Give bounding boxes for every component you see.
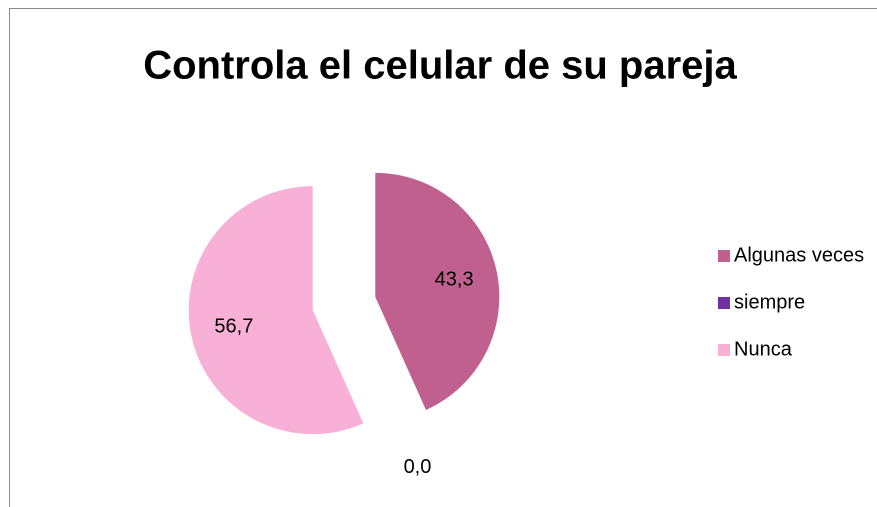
legend-label: Nunca xyxy=(734,338,793,360)
data-label: 43,3 xyxy=(435,268,474,290)
pie-slice xyxy=(375,172,500,410)
chart-title: Controla el celular de su pareja xyxy=(143,44,737,88)
legend-label: siempre xyxy=(734,291,805,313)
pie-slice xyxy=(188,186,364,435)
legend-swatch xyxy=(718,344,730,356)
data-label: 56,7 xyxy=(214,315,253,337)
legend-swatch xyxy=(718,250,730,262)
data-label: 0,0 xyxy=(404,456,432,478)
legend-label: Algunas veces xyxy=(734,244,864,266)
legend-swatch xyxy=(718,297,730,309)
